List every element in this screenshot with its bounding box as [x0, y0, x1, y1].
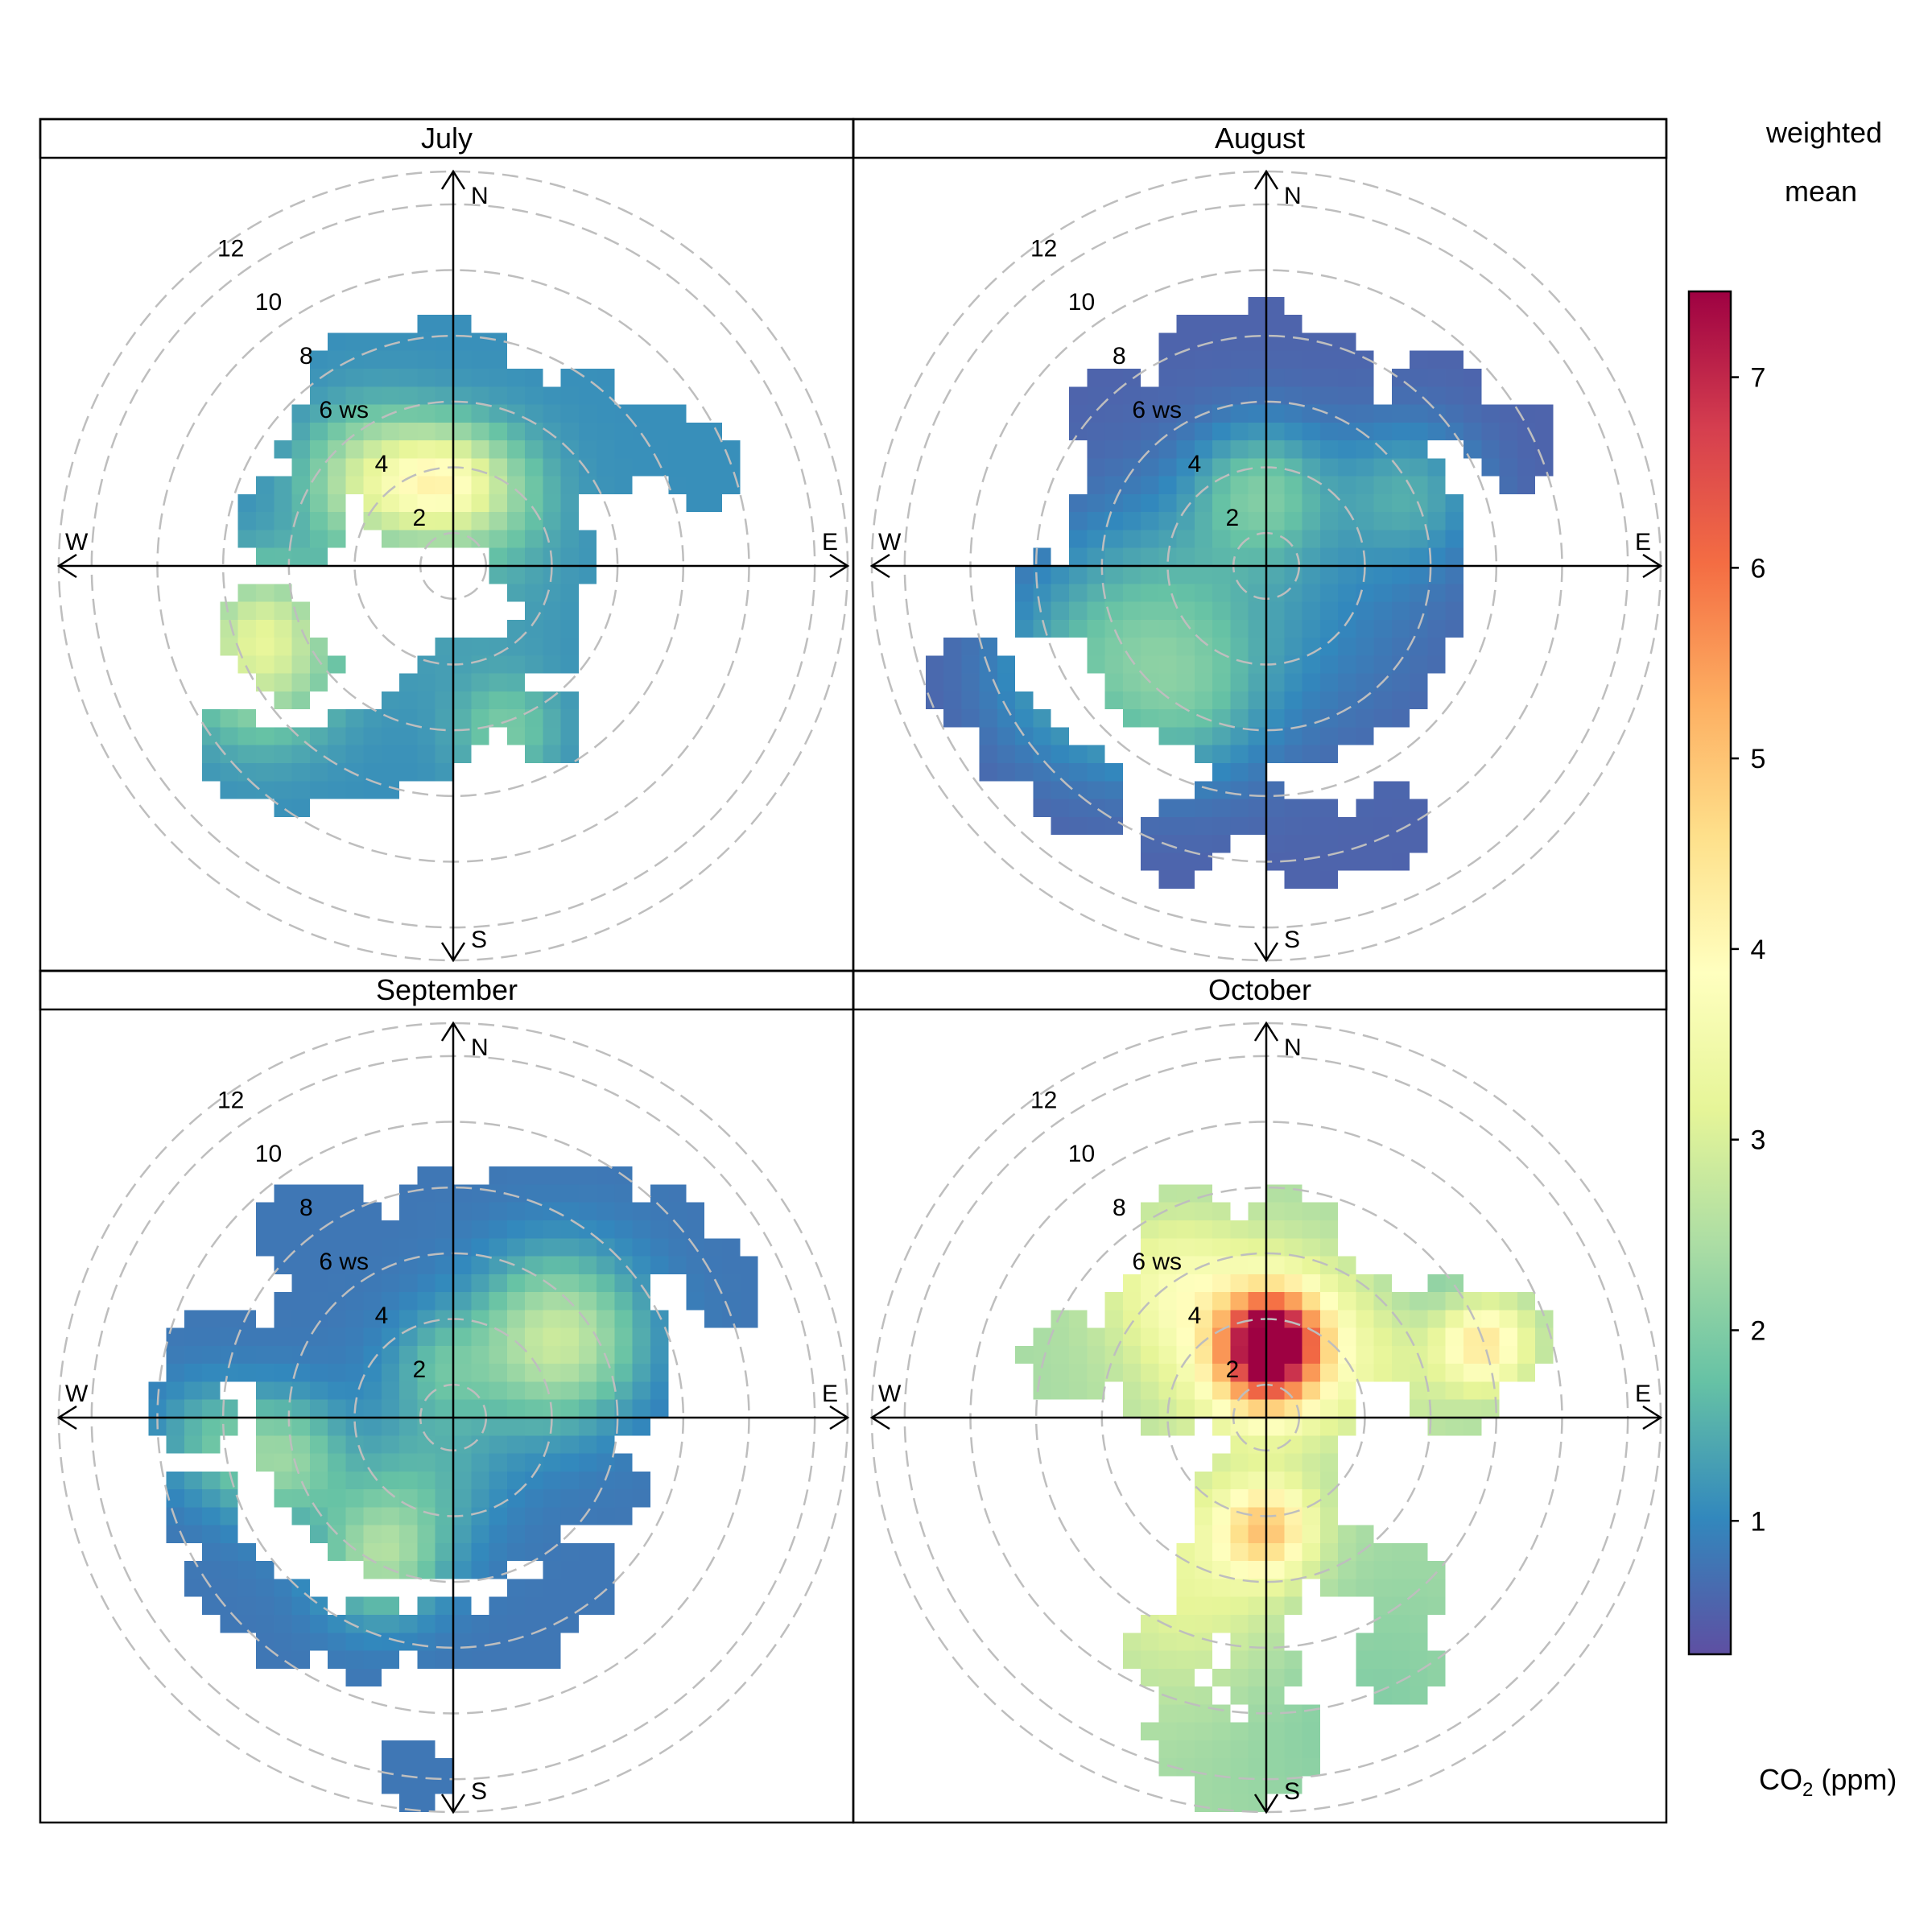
compass-n: N [1284, 1034, 1302, 1061]
ring-label-12: 12 [217, 1087, 244, 1113]
compass-s: S [1284, 1778, 1300, 1805]
west-arrowhead [56, 1405, 77, 1430]
west-arrowhead [869, 553, 890, 579]
north-arrowhead [440, 169, 466, 190]
compass-axes-september [56, 1021, 850, 1814]
colorkey-bar [1687, 290, 1732, 1656]
north-arrowhead [1253, 169, 1279, 190]
west-arrowhead [56, 553, 77, 579]
east-arrowhead [829, 553, 850, 579]
south-arrowhead [1253, 942, 1279, 963]
ring-label-10: 10 [1068, 289, 1095, 316]
compass-n: N [471, 1034, 489, 1061]
compass-s: S [471, 1778, 487, 1805]
ring-label-4: 4 [1188, 1302, 1202, 1329]
compass-n: N [471, 183, 489, 209]
strip-label-july: July [421, 122, 473, 155]
south-arrowhead [440, 1794, 466, 1814]
ring-label-6: 6 ws [319, 397, 369, 423]
colorkey-ticks: 1 2 3 4 5 6 7 [1731, 363, 1766, 1537]
east-arrowhead [829, 1405, 850, 1430]
east-arrowhead [1642, 553, 1663, 579]
north-arrowhead [440, 1021, 466, 1042]
ring-label-10: 10 [255, 1141, 282, 1167]
strip-label-august: August [1215, 122, 1305, 155]
south-arrowhead [1253, 1794, 1279, 1814]
variable-subscript: 2 [1802, 1779, 1813, 1801]
ring-label-12: 12 [217, 235, 244, 262]
ring-label-10: 10 [255, 289, 282, 316]
compass-w: W [65, 529, 89, 555]
ring-label-8: 8 [1113, 343, 1126, 369]
colorkey-tick-4: 4 [1751, 935, 1766, 965]
compass-e: E [822, 1381, 838, 1407]
colorkey-tick-2: 2 [1751, 1315, 1766, 1346]
ring-label-4: 4 [375, 451, 389, 477]
ring-label-2: 2 [412, 1356, 426, 1383]
west-arrowhead [869, 1405, 890, 1430]
ring-label-6: 6 ws [1132, 1249, 1182, 1275]
colorkey-tick-7: 7 [1751, 363, 1766, 394]
ring-label-12: 12 [1030, 235, 1057, 262]
colorkey-variable-label: CO2 (ppm) [1759, 1763, 1897, 1801]
compass-axes-july [56, 169, 850, 963]
ring-label-2: 2 [412, 505, 426, 531]
compass-w: W [878, 1381, 902, 1407]
colorkey-title-line-2: mean [1785, 175, 1857, 208]
north-arrowhead [1253, 1021, 1279, 1042]
ring-label-12: 12 [1030, 1087, 1057, 1113]
compass-s: S [471, 927, 487, 953]
ring-label-8: 8 [1113, 1195, 1126, 1221]
ring-label-4: 4 [1188, 451, 1202, 477]
compass-axes-august [869, 169, 1663, 963]
frame-october [852, 969, 1668, 1824]
colorkey-tick-6: 6 [1751, 553, 1766, 584]
ring-label-8: 8 [299, 343, 313, 369]
colorkey-tick-5: 5 [1751, 744, 1766, 774]
panel-august: 2 4 6 ws 8 10 12 N E S W August [852, 118, 1668, 972]
strip-label-september: September [376, 973, 518, 1006]
compass-axes-october [869, 1021, 1663, 1814]
compass-e: E [1635, 529, 1651, 555]
variable-unit: (ppm) [1813, 1763, 1897, 1796]
east-arrowhead [1642, 1405, 1663, 1430]
strip-label-october: October [1208, 973, 1311, 1006]
compass-w: W [878, 529, 902, 555]
ring-label-6: 6 ws [319, 1249, 369, 1275]
panel-october: 24 6 ws 8 10 12 N E S W October [852, 969, 1668, 1824]
compass-w: W [65, 1381, 89, 1407]
compass-e: E [1635, 1381, 1651, 1407]
colorkey-tick-1: 1 [1751, 1506, 1766, 1537]
panel-september: 24 6 ws 8 10 12 N E S W September [39, 969, 855, 1824]
colorkey-border [1687, 290, 1732, 1656]
ring-label-4: 4 [375, 1302, 389, 1329]
ring-label-6: 6 ws [1132, 397, 1182, 423]
compass-e: E [822, 529, 838, 555]
ring-label-10: 10 [1068, 1141, 1095, 1167]
ring-label-2: 2 [1225, 505, 1239, 531]
compass-n: N [1284, 183, 1302, 209]
colorkey-title-line-1: weighted [1765, 116, 1882, 149]
ring-label-8: 8 [299, 1195, 313, 1221]
colorkey-tick-3: 3 [1751, 1125, 1766, 1156]
colorkey-gradient [1689, 291, 1731, 1654]
ring-label-2: 2 [1225, 1356, 1239, 1383]
south-arrowhead [440, 942, 466, 963]
variable-name: CO [1759, 1763, 1802, 1796]
panel-july: 2 4 6 ws 8 10 12 N E S W July [39, 118, 855, 972]
compass-s: S [1284, 927, 1300, 953]
